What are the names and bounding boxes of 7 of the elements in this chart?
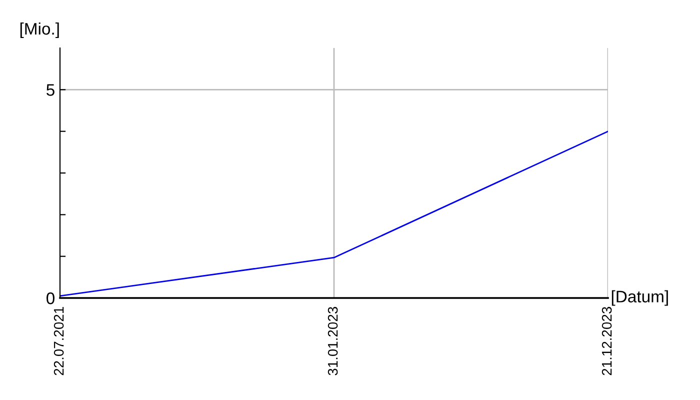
- x-tick-label: 22.07.2021: [54, 307, 64, 376]
- y-tick-label: 5: [46, 84, 54, 96]
- x-axis-title: [Datum]: [612, 290, 668, 306]
- x-tick-label: 21.12.2023: [602, 306, 612, 376]
- y-axis-title: [Mio.]: [20, 22, 59, 38]
- y-tick-label: 0: [46, 292, 54, 304]
- x-tick-label: 31.01.2023: [328, 306, 338, 376]
